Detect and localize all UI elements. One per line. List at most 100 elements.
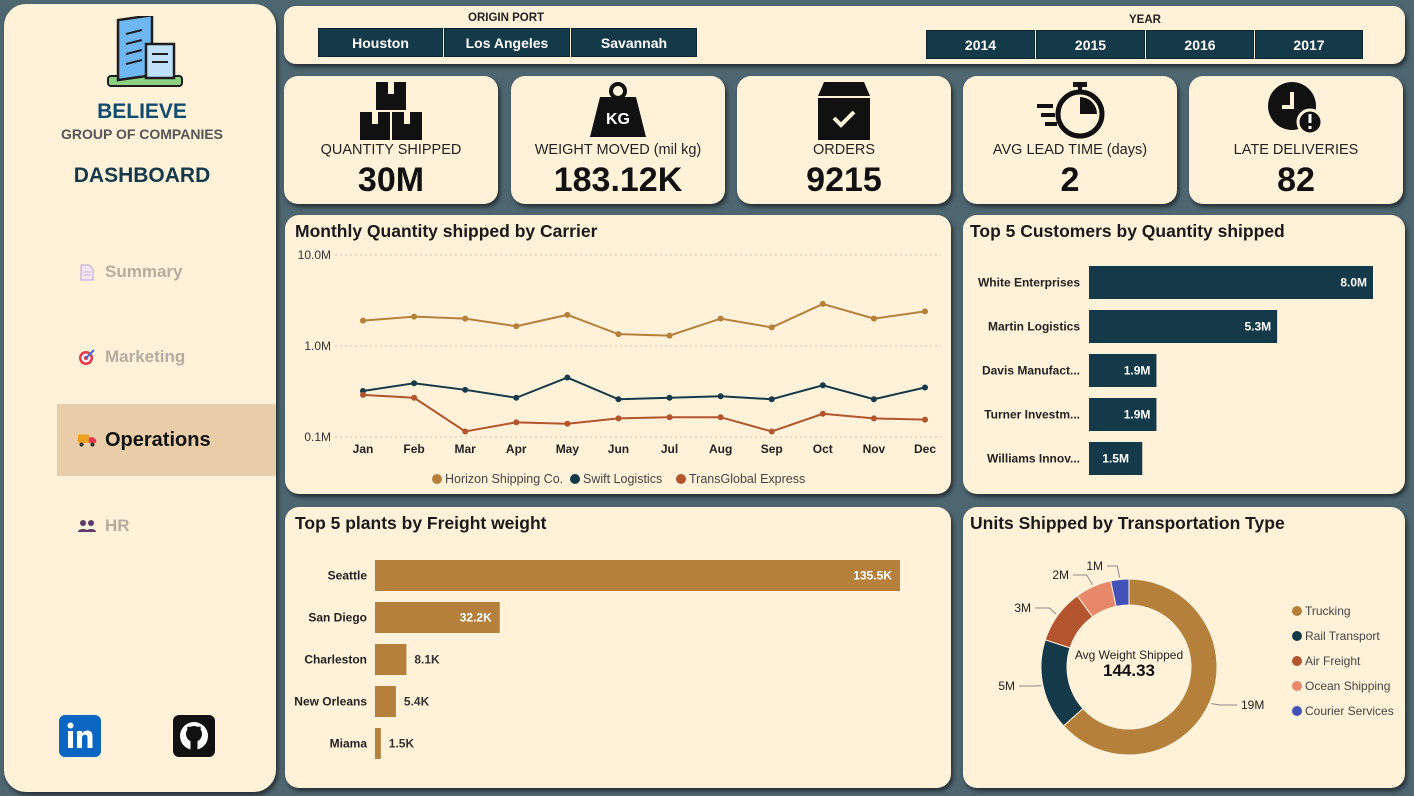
- x-tick-label: Feb: [403, 442, 424, 456]
- kpi-weight-moved: KG WEIGHT MOVED (mil kg) 183.12K: [511, 76, 725, 204]
- plants-chart-panel: Top 5 plants by Freight weight Seattle 13…: [285, 507, 951, 788]
- bar: [375, 728, 381, 759]
- y-tick-label: 1.0M: [304, 339, 331, 353]
- center-value: 144.33: [1103, 661, 1155, 680]
- leader-line: [1035, 607, 1057, 615]
- data-point: [717, 414, 724, 421]
- nav-label-marketing: Marketing: [105, 347, 186, 366]
- data-point: [666, 394, 673, 401]
- x-tick-label: Nov: [863, 442, 886, 456]
- bar: [1089, 310, 1278, 343]
- origin-port-houston-button[interactable]: Houston: [318, 28, 443, 57]
- series-line: [362, 393, 926, 433]
- data-point: [819, 410, 826, 417]
- data-point: [717, 315, 724, 322]
- bar: [1089, 398, 1157, 431]
- data-label: 1.9M: [1124, 364, 1151, 378]
- data-point: [870, 415, 877, 422]
- x-tick-label: Oct: [813, 442, 833, 456]
- leader-line: [1073, 574, 1093, 586]
- category-label: Martin Logistics: [988, 320, 1080, 334]
- legend-label: Courier Services: [1305, 704, 1394, 718]
- series-line: [362, 302, 926, 337]
- year-2015-button[interactable]: 2015: [1036, 30, 1145, 59]
- nav-item-hr[interactable]: HR: [57, 490, 276, 562]
- kpi-value: 30M: [357, 161, 425, 199]
- github-icon[interactable]: [173, 715, 215, 757]
- origin-port-label: ORIGIN PORT: [468, 12, 545, 24]
- data-point: [819, 300, 826, 307]
- data-point: [564, 374, 571, 381]
- data-label: 5M: [998, 679, 1015, 693]
- people-icon: [77, 519, 97, 533]
- x-tick-label: Apr: [506, 442, 527, 456]
- nav-label-summary: Summary: [105, 262, 183, 281]
- x-tick-label: Sep: [761, 442, 783, 456]
- target-icon: [77, 348, 97, 366]
- bar: [375, 644, 407, 675]
- legend-label: Ocean Shipping: [1305, 679, 1390, 693]
- year-label: YEAR: [1129, 14, 1161, 26]
- legend-marker: [1292, 706, 1302, 716]
- nav-item-operations[interactable]: Operations: [57, 404, 276, 476]
- year-2017-button[interactable]: 2017: [1255, 30, 1363, 59]
- data-point: [513, 323, 520, 330]
- brand-subtitle: GROUP OF COMPANIES: [60, 126, 224, 142]
- series-line: [362, 376, 926, 401]
- data-point: [666, 414, 673, 421]
- nav-item-summary[interactable]: Summary: [57, 236, 276, 308]
- legend-label: Horizon Shipping Co.: [445, 472, 563, 486]
- data-label: 3M: [1014, 601, 1031, 615]
- data-label: 8.1K: [414, 653, 440, 667]
- leader-line: [1211, 703, 1237, 706]
- x-tick-label: Dec: [914, 442, 936, 456]
- category-label: Charleston: [304, 653, 367, 667]
- data-label: 19M: [1241, 698, 1264, 712]
- data-point: [615, 331, 622, 338]
- kpi-value: 183.12K: [553, 161, 683, 199]
- svg-text:KG: KG: [606, 111, 630, 128]
- legend-marker: [1292, 656, 1302, 666]
- kpi-label: AVG LEAD TIME (days): [992, 142, 1148, 158]
- legend-marker: [676, 474, 686, 484]
- origin-port-savannah-button[interactable]: Savannah: [571, 28, 697, 57]
- kpi-quantity-shipped: QUANTITY SHIPPED 30M: [284, 76, 498, 204]
- line-chart: 10.0M 1.0M 0.1M Jan Feb Mar Apr May Jun Jul Aug Sep…: [298, 248, 941, 486]
- bar: [375, 686, 396, 717]
- legend-marker: [432, 474, 442, 484]
- kpi-value: 82: [1277, 161, 1315, 199]
- legend-marker: [1292, 606, 1302, 616]
- data-point: [717, 393, 724, 400]
- x-tick-label: Jun: [608, 442, 629, 456]
- legend-label: Rail Transport: [1305, 629, 1380, 643]
- bar: [1089, 354, 1157, 387]
- document-icon: [77, 263, 97, 281]
- data-label: 5.4K: [404, 695, 430, 709]
- nav-item-marketing[interactable]: Marketing: [57, 321, 276, 393]
- data-point: [922, 308, 928, 315]
- data-point: [411, 380, 418, 387]
- x-tick-label: Jul: [661, 442, 678, 456]
- data-point: [768, 324, 775, 331]
- data-point: [615, 396, 622, 403]
- data-label: 1.5K: [389, 737, 415, 751]
- year-2014-button[interactable]: 2014: [926, 30, 1035, 59]
- leader-line: [1107, 565, 1121, 578]
- donut-slice: [1110, 578, 1130, 607]
- category-label: San Diego: [308, 611, 367, 625]
- data-point: [462, 315, 469, 322]
- y-tick-label: 10.0M: [298, 248, 331, 262]
- data-point: [870, 315, 877, 322]
- y-tick-label: 0.1M: [304, 430, 331, 444]
- brand-name: BELIEVE: [97, 100, 187, 123]
- linkedin-icon[interactable]: [59, 715, 101, 757]
- kpi-label: WEIGHT MOVED (mil kg): [534, 142, 702, 158]
- kpi-value: 9215: [806, 161, 882, 199]
- stopwatch-icon: [1037, 82, 1105, 139]
- origin-port-los-angeles-button[interactable]: Los Angeles: [444, 28, 570, 57]
- year-2016-button[interactable]: 2016: [1146, 30, 1254, 59]
- data-point: [666, 332, 673, 339]
- data-point: [564, 311, 571, 318]
- data-label: 2M: [1052, 568, 1069, 582]
